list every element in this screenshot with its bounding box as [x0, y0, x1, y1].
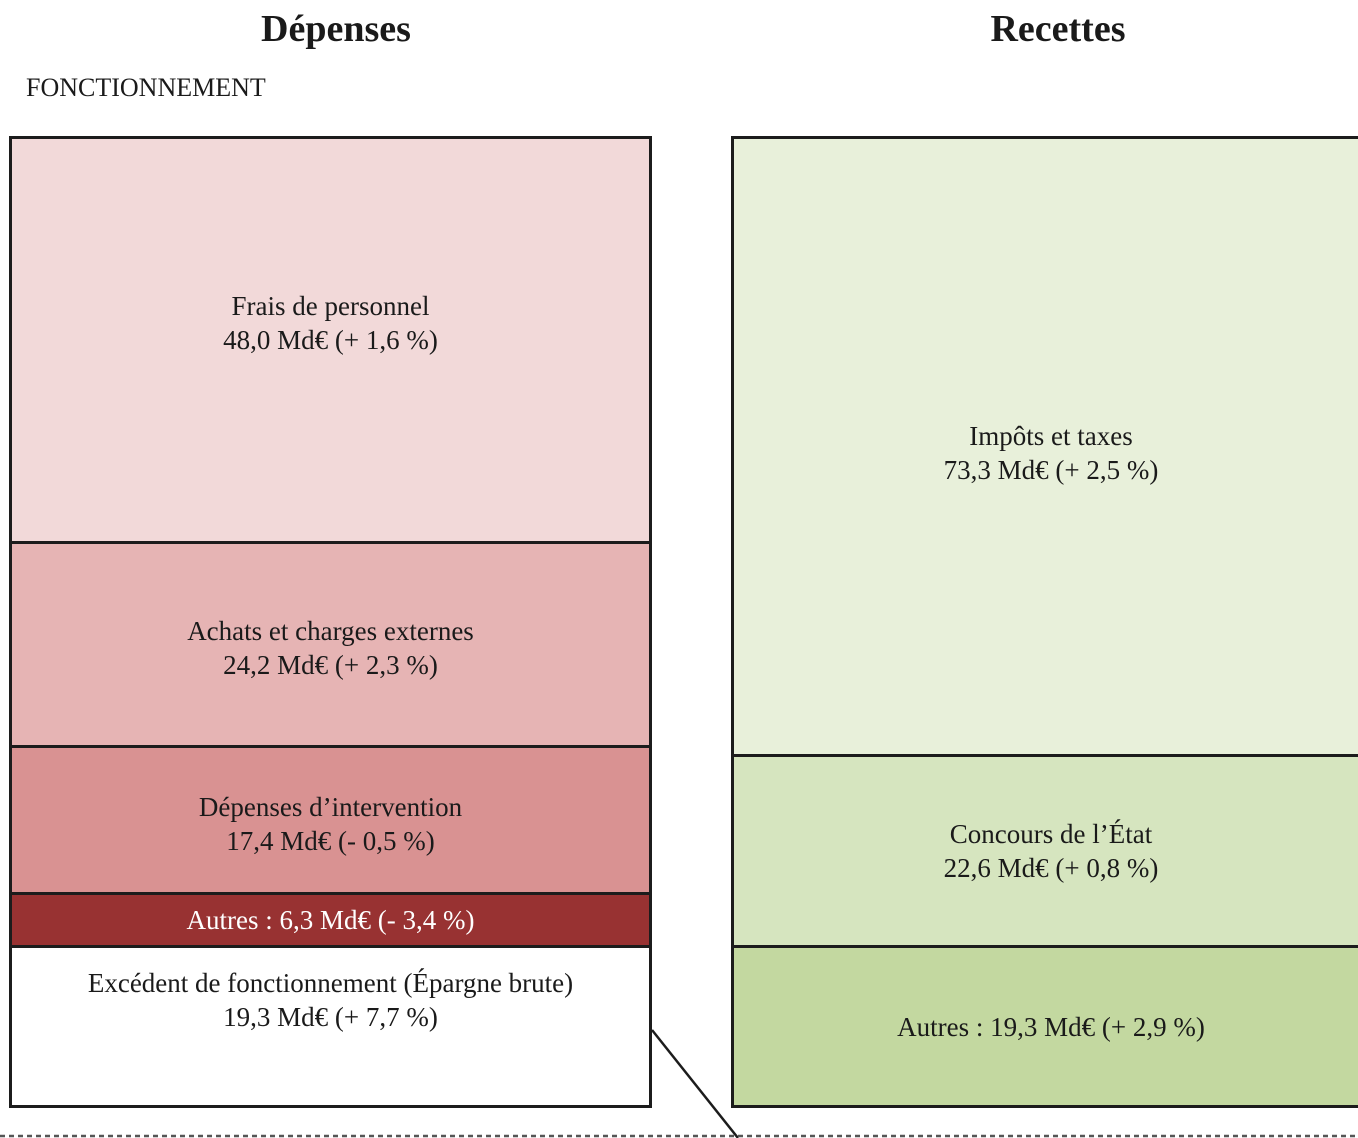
block-value: 17,4 Md€ (- 0,5 %)	[226, 826, 435, 856]
section-label: FONCTIONNEMENT	[26, 73, 266, 102]
block-label: Dépenses d’intervention	[198, 792, 463, 822]
block-label: Concours de l’État	[949, 819, 1153, 849]
recette-block-0: Impôts et taxes 73,3 Md€ (+ 2,5 %)	[731, 136, 1358, 757]
recette-block-2: Autres : 19,3 Md€ (+ 2,9 %)	[731, 945, 1358, 1108]
depense-block-0: Frais de personnel 48,0 Md€ (+ 1,6 %)	[9, 136, 652, 544]
block-value: 48,0 Md€ (+ 1,6 %)	[223, 325, 438, 355]
block-label: Frais de personnel	[231, 291, 430, 321]
depense-block-2: Dépenses d’intervention 17,4 Md€ (- 0,5 %…	[9, 745, 652, 895]
block-label: Impôts et taxes	[969, 421, 1133, 451]
connector-line	[651, 1029, 739, 1138]
block-label: Autres : 19,3 Md€ (+ 2,9 %)	[897, 1011, 1205, 1042]
block-value: 73,3 Md€ (+ 2,5 %)	[943, 455, 1159, 485]
block-value: 19,3 Md€ (+ 7,7 %)	[223, 1002, 438, 1032]
recette-block-1: Concours de l’État 22,6 Md€ (+ 0,8 %)	[731, 754, 1358, 948]
recettes-heading: Recettes	[990, 8, 1126, 50]
block-label: Excédent de fonctionnement (Épargne brut…	[87, 968, 574, 998]
depenses-heading: Dépenses	[261, 8, 411, 50]
recettes-column: Impôts et taxes 73,3 Md€ (+ 2,5 %) Concour…	[731, 136, 1358, 1108]
depense-block-4: Excédent de fonctionnement (Épargne brut…	[9, 945, 652, 1108]
block-label: Achats et charges externes	[187, 616, 474, 646]
block-value: 24,2 Md€ (+ 2,3 %)	[223, 650, 438, 680]
block-value: 22,6 Md€ (+ 0,8 %)	[943, 853, 1159, 883]
depense-block-3: Autres : 6,3 Md€ (- 3,4 %)	[9, 892, 652, 948]
block-label: Autres : 6,3 Md€ (- 3,4 %)	[186, 905, 475, 935]
depense-block-1: Achats et charges externes 24,2 Md€ (+ 2,…	[9, 541, 652, 748]
depenses-column: Frais de personnel 48,0 Md€ (+ 1,6 %) Acha…	[9, 136, 652, 1108]
